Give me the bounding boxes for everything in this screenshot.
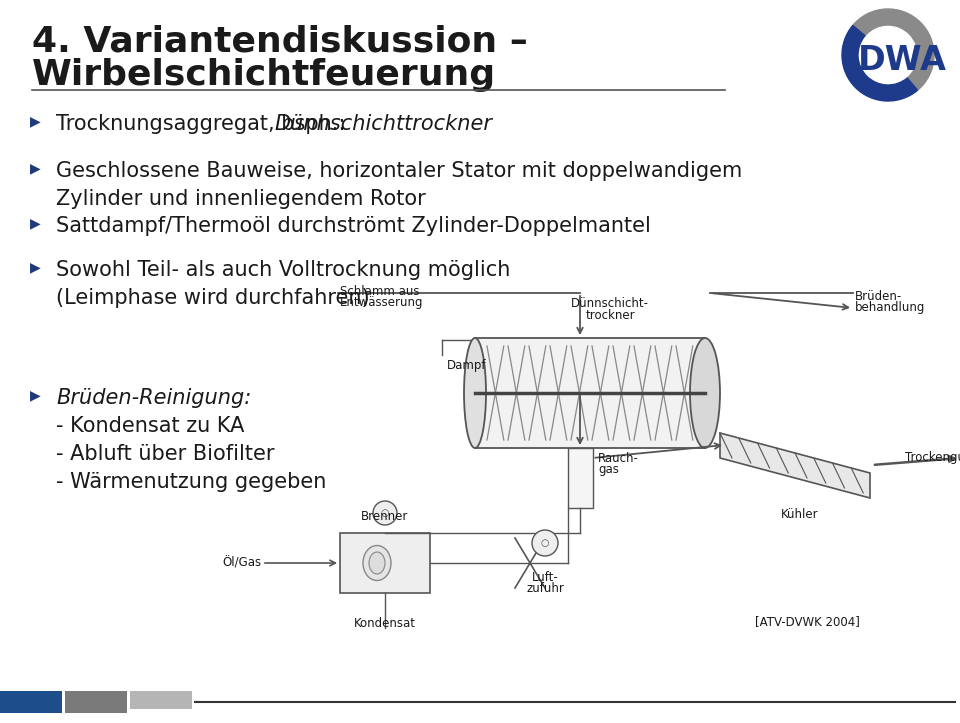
Text: ▶: ▶: [30, 161, 40, 175]
Text: Trocknungsaggregat, bsph.:: Trocknungsaggregat, bsph.:: [56, 114, 352, 134]
Text: ▶: ▶: [30, 216, 40, 230]
Wedge shape: [842, 25, 918, 101]
Bar: [475, 338, 705, 448]
Text: Geschlossene Bauweise, horizontaler Stator mit doppelwandigem
Zylinder und innen: Geschlossene Bauweise, horizontaler Stat…: [56, 161, 742, 209]
Text: ▶: ▶: [30, 388, 40, 402]
Text: Kühler: Kühler: [781, 508, 819, 521]
Ellipse shape: [690, 338, 720, 448]
Text: Dampf: Dampf: [447, 359, 487, 372]
Text: Öl/Gas: Öl/Gas: [222, 557, 261, 570]
Bar: [0, 691, 62, 713]
Text: trockner: trockner: [586, 309, 635, 322]
Text: Entwässerung: Entwässerung: [340, 296, 423, 309]
Wedge shape: [852, 9, 934, 90]
Bar: [130, 691, 192, 709]
Text: Sowohl Teil- als auch Volltrocknung möglich
(Leimphase wird durchfahren): Sowohl Teil- als auch Volltrocknung mögl…: [56, 260, 511, 308]
Polygon shape: [720, 433, 870, 498]
Text: behandlung: behandlung: [855, 301, 925, 314]
Bar: [340, 533, 430, 593]
Text: ▶: ▶: [30, 260, 40, 274]
Text: Brüden-: Brüden-: [855, 290, 902, 303]
Ellipse shape: [369, 552, 385, 574]
Circle shape: [373, 501, 397, 525]
Text: - Wärmenutzung gegeben: - Wärmenutzung gegeben: [56, 472, 326, 492]
Text: Dünnschicht-: Dünnschicht-: [571, 297, 649, 310]
Text: - Kondensat zu KA: - Kondensat zu KA: [56, 416, 245, 436]
Text: Brenner: Brenner: [361, 510, 409, 523]
Text: Rauch-: Rauch-: [598, 451, 638, 464]
Text: Brüden-Reinigung:: Brüden-Reinigung:: [56, 388, 252, 408]
Text: Trockengut: Trockengut: [905, 451, 960, 464]
Text: zufuhr: zufuhr: [526, 582, 564, 595]
Text: Wirbelschichtfeuerung: Wirbelschichtfeuerung: [32, 58, 496, 92]
Bar: [65, 691, 127, 713]
Bar: [567, 448, 592, 508]
Text: ○: ○: [381, 508, 389, 518]
Ellipse shape: [464, 338, 486, 448]
Text: gas: gas: [598, 463, 619, 476]
Text: Kondensat: Kondensat: [354, 617, 416, 630]
Ellipse shape: [363, 545, 391, 581]
Text: ○: ○: [540, 538, 549, 548]
Text: Schlamm aus: Schlamm aus: [340, 285, 420, 298]
Text: ▶: ▶: [30, 114, 40, 128]
Text: Sattdampf/Thermoöl durchströmt Zylinder-Doppelmantel: Sattdampf/Thermoöl durchströmt Zylinder-…: [56, 216, 651, 236]
Text: Dünnschichttrockner: Dünnschichttrockner: [274, 114, 492, 134]
Text: [ATV-DVWK 2004]: [ATV-DVWK 2004]: [755, 615, 860, 628]
Text: Luft-: Luft-: [532, 571, 559, 584]
Text: DWA: DWA: [858, 43, 947, 77]
Text: 4. Variantendiskussion –: 4. Variantendiskussion –: [32, 25, 528, 59]
Text: - Abluft über Biofilter: - Abluft über Biofilter: [56, 444, 275, 464]
Circle shape: [532, 530, 558, 556]
